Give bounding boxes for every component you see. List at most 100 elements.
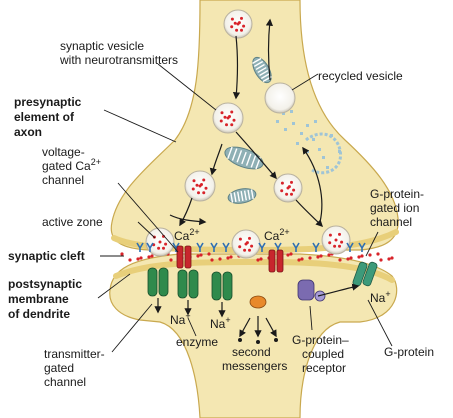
active-zone-marker — [196, 242, 204, 252]
recycling-dot — [312, 138, 315, 141]
recycling-dot — [276, 120, 279, 123]
label-second-messengers: second messengers — [222, 345, 287, 373]
mitochondrion-crista — [253, 60, 264, 67]
neurotransmitter-dot — [292, 188, 296, 192]
neurotransmitter-dot — [232, 118, 236, 122]
neurotransmitter-dot — [120, 252, 124, 256]
mitochondrion-crista — [233, 192, 237, 203]
flow-arrows — [169, 18, 360, 338]
neurotransmitter-dot — [297, 258, 301, 262]
channel-subunit — [147, 267, 158, 297]
neurotransmitter-dot — [285, 192, 289, 196]
active-zone-marker — [258, 242, 266, 252]
mitochondrion-crista — [231, 148, 238, 161]
channel-subunit — [176, 245, 184, 269]
neurotransmitter-dot — [147, 255, 151, 259]
active-zone-marker — [210, 242, 218, 252]
recycling-dot — [284, 128, 287, 131]
recycling-dot — [306, 124, 309, 127]
recycling-dot — [326, 166, 329, 169]
neurotransmitter-dot — [250, 244, 254, 248]
recycle-up-arrow — [265, 18, 274, 81]
label-synaptic-vesicle: synaptic vesicle with neurotransmitters — [59, 39, 178, 67]
voltage-gated-ca-channel-left — [176, 245, 192, 269]
messenger-arrow-2 — [239, 317, 251, 338]
neurotransmitter-dot — [158, 240, 162, 244]
neurotransmitter-dot — [240, 16, 243, 20]
neurotransmitter-dot — [390, 256, 394, 260]
neurotransmitter-dot — [346, 257, 350, 261]
synaptic-vesicle — [212, 102, 244, 134]
transmitter-gated-channel-2 — [177, 269, 199, 316]
neurotransmitter-dot — [240, 28, 243, 32]
labels: synaptic vesicle with neurotransmitters … — [8, 39, 434, 389]
mitochondrion-crista — [241, 151, 247, 165]
neurotransmitter-dot — [210, 258, 214, 262]
neurotransmitter-dot — [238, 245, 242, 249]
mitochondrion-crista — [250, 155, 257, 168]
neurotransmitter-dot — [223, 115, 227, 119]
channel-subunit — [177, 269, 188, 299]
mitochondrion — [227, 188, 257, 204]
neurotransmitter-dot — [226, 256, 230, 260]
neurotransmitter-dot — [328, 241, 332, 245]
postsynaptic-membrane — [113, 259, 395, 283]
synaptic-vesicle — [273, 173, 303, 203]
neurotransmitter-dot — [136, 257, 140, 261]
neurotransmitter-dot — [197, 191, 200, 195]
neurotransmitter-dot — [225, 123, 228, 127]
neurotransmitter-dot — [338, 244, 341, 248]
neurotransmitter-dot — [368, 253, 372, 257]
messenger-dot — [274, 338, 278, 342]
label-g-protein: G-protein — [384, 345, 434, 359]
vesicle-down-arrow-3 — [235, 131, 277, 180]
neurotransmitter-dot — [233, 21, 237, 25]
neurotransmitter-dot — [334, 238, 338, 242]
leader-gp-channel — [365, 231, 379, 257]
leader-lines — [97, 63, 393, 353]
neurotransmitter-dot — [290, 180, 293, 184]
label-synaptic-cleft: synaptic cleft — [8, 249, 85, 263]
neurotransmitter-dot — [230, 17, 234, 21]
neurotransmitter-dot — [230, 110, 234, 114]
neurotransmitter-dot — [230, 25, 234, 29]
label-presynaptic: presynaptic element of axon — [14, 95, 85, 139]
neurotransmitter-dot — [360, 254, 364, 258]
neurotransmitter-dot — [333, 244, 337, 248]
enzyme-body — [249, 295, 267, 309]
neurotransmitter-dot — [169, 258, 173, 262]
mitochondrion-crista — [230, 192, 234, 203]
neurotransmitter-dot — [328, 233, 332, 237]
recycling-dot — [322, 156, 325, 159]
neurotransmitter-dot — [248, 236, 251, 240]
neurotransmitter-dot — [164, 242, 168, 246]
vesicle-down-arrow-4 — [179, 197, 193, 227]
mitochondrion-crista — [245, 153, 252, 166]
leader-gpcr — [309, 305, 313, 331]
neurotransmitter-dot — [199, 253, 203, 257]
channel-subunit — [276, 249, 284, 273]
neurotransmitter-dot — [300, 257, 304, 261]
neurotransmitter-dot — [340, 240, 344, 244]
g-protein-gated-ion-channel — [352, 261, 378, 287]
neurotransmitter-dot — [218, 257, 222, 261]
neurotransmitter-dot — [162, 246, 165, 250]
messenger-dot — [256, 340, 260, 344]
recycling-dot — [338, 150, 341, 153]
neurotransmitter-dot — [242, 24, 246, 28]
neurotransmitter-dot — [357, 255, 361, 259]
receptor-body — [297, 279, 315, 301]
neurotransmitter-dot — [200, 183, 203, 186]
recycling-dot — [300, 132, 303, 135]
neurotransmitter-dot — [191, 187, 195, 191]
recycle-return-arrow — [302, 146, 323, 223]
active-zone-marker — [358, 242, 366, 252]
neurotransmitter-dot — [157, 246, 161, 250]
label-active-zone: active zone — [42, 215, 103, 229]
active-zone-marker — [222, 242, 230, 252]
neurotransmitter-dot — [229, 255, 233, 259]
neurotransmitter-dot — [280, 189, 284, 193]
mitochondrion-crista — [260, 73, 271, 80]
active-zone-marker — [146, 242, 154, 252]
neurotransmitter-dot — [259, 257, 263, 261]
